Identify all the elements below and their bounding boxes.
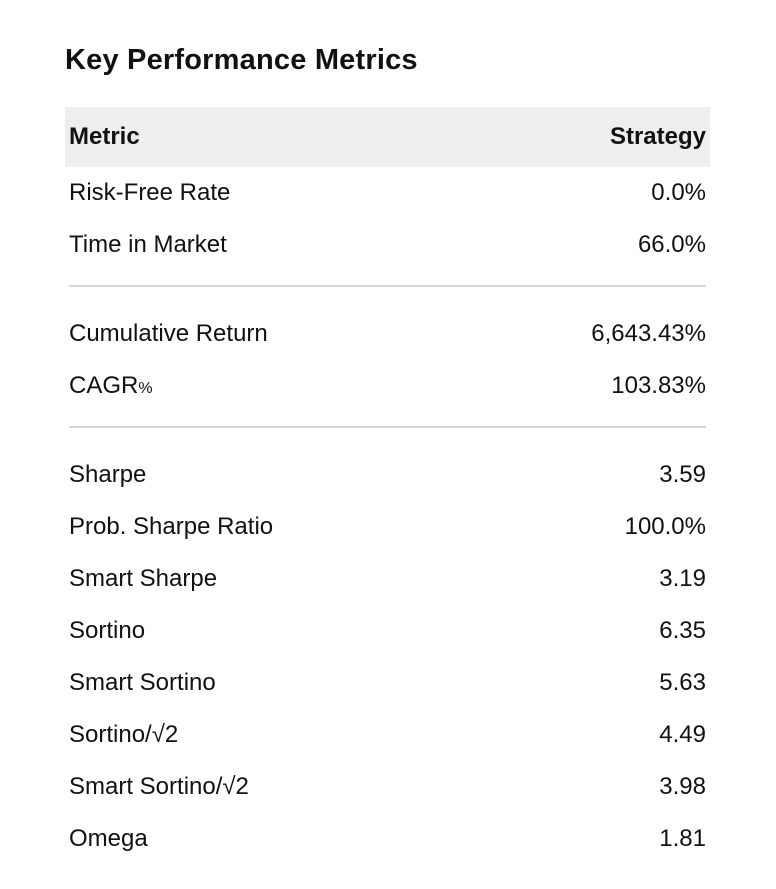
metric-value: 3.59 xyxy=(659,461,706,488)
metric-label: Time in Market xyxy=(69,231,227,258)
metrics-table: Metric Strategy Risk-Free Rate 0.0% Time… xyxy=(65,107,710,865)
metric-label-cagr: CAGR% xyxy=(65,360,474,412)
divider xyxy=(69,426,706,428)
metric-value: 0.0% xyxy=(651,179,706,206)
metric-label: Sortino/√2 xyxy=(69,721,179,748)
table-row: Smart Sortino/√2 3.98 xyxy=(65,761,710,813)
metric-value: 5.63 xyxy=(659,669,706,696)
metric-value: 3.98 xyxy=(659,773,706,800)
table-row: Smart Sortino 5.63 xyxy=(65,657,710,709)
metric-value: 1.81 xyxy=(659,825,706,852)
table-row: Smart Sharpe 3.19 xyxy=(65,553,710,605)
metric-label: Prob. Sharpe Ratio xyxy=(69,513,274,540)
metric-label-suffix: % xyxy=(138,380,153,397)
metric-label: Sortino xyxy=(69,617,146,644)
table-row: Cumulative Return 6,643.43% xyxy=(65,308,710,360)
metric-label: Omega xyxy=(69,825,148,852)
table-row: Prob. Sharpe Ratio 100.0% xyxy=(65,501,710,553)
group-separator xyxy=(65,412,710,449)
metric-label: CAGR xyxy=(69,372,139,399)
table-row: CAGR% 103.83% xyxy=(65,360,710,412)
metric-label: Smart Sortino/√2 xyxy=(69,773,249,800)
group-separator xyxy=(65,271,710,308)
metric-value: 6.35 xyxy=(659,617,706,644)
metric-value: 6,643.43% xyxy=(591,320,706,347)
metric-value: 103.83% xyxy=(611,372,706,399)
metric-label: Cumulative Return xyxy=(69,320,268,347)
table-header-row: Metric Strategy xyxy=(65,107,710,167)
metric-value: 66.0% xyxy=(637,231,706,258)
table-row: Omega 1.81 xyxy=(65,813,710,865)
metric-value: 4.49 xyxy=(659,721,706,748)
metric-label: Smart Sharpe xyxy=(69,565,218,592)
page-title: Key Performance Metrics xyxy=(65,44,418,76)
metric-value: 3.19 xyxy=(659,565,706,592)
table-row: Sharpe 3.59 xyxy=(65,449,710,501)
column-header-metric: Metric xyxy=(65,107,474,167)
table-row: Time in Market 66.0% xyxy=(65,219,710,271)
divider xyxy=(69,285,706,287)
metric-label: Smart Sortino xyxy=(69,669,216,696)
metric-label: Sharpe xyxy=(69,461,147,488)
column-header-strategy: Strategy xyxy=(473,107,710,167)
metric-value: 100.0% xyxy=(624,513,706,540)
table-row: Risk-Free Rate 0.0% xyxy=(65,167,710,219)
metric-label: Risk-Free Rate xyxy=(69,179,231,206)
table-row: Sortino/√2 4.49 xyxy=(65,709,710,761)
table-row: Sortino 6.35 xyxy=(65,605,710,657)
